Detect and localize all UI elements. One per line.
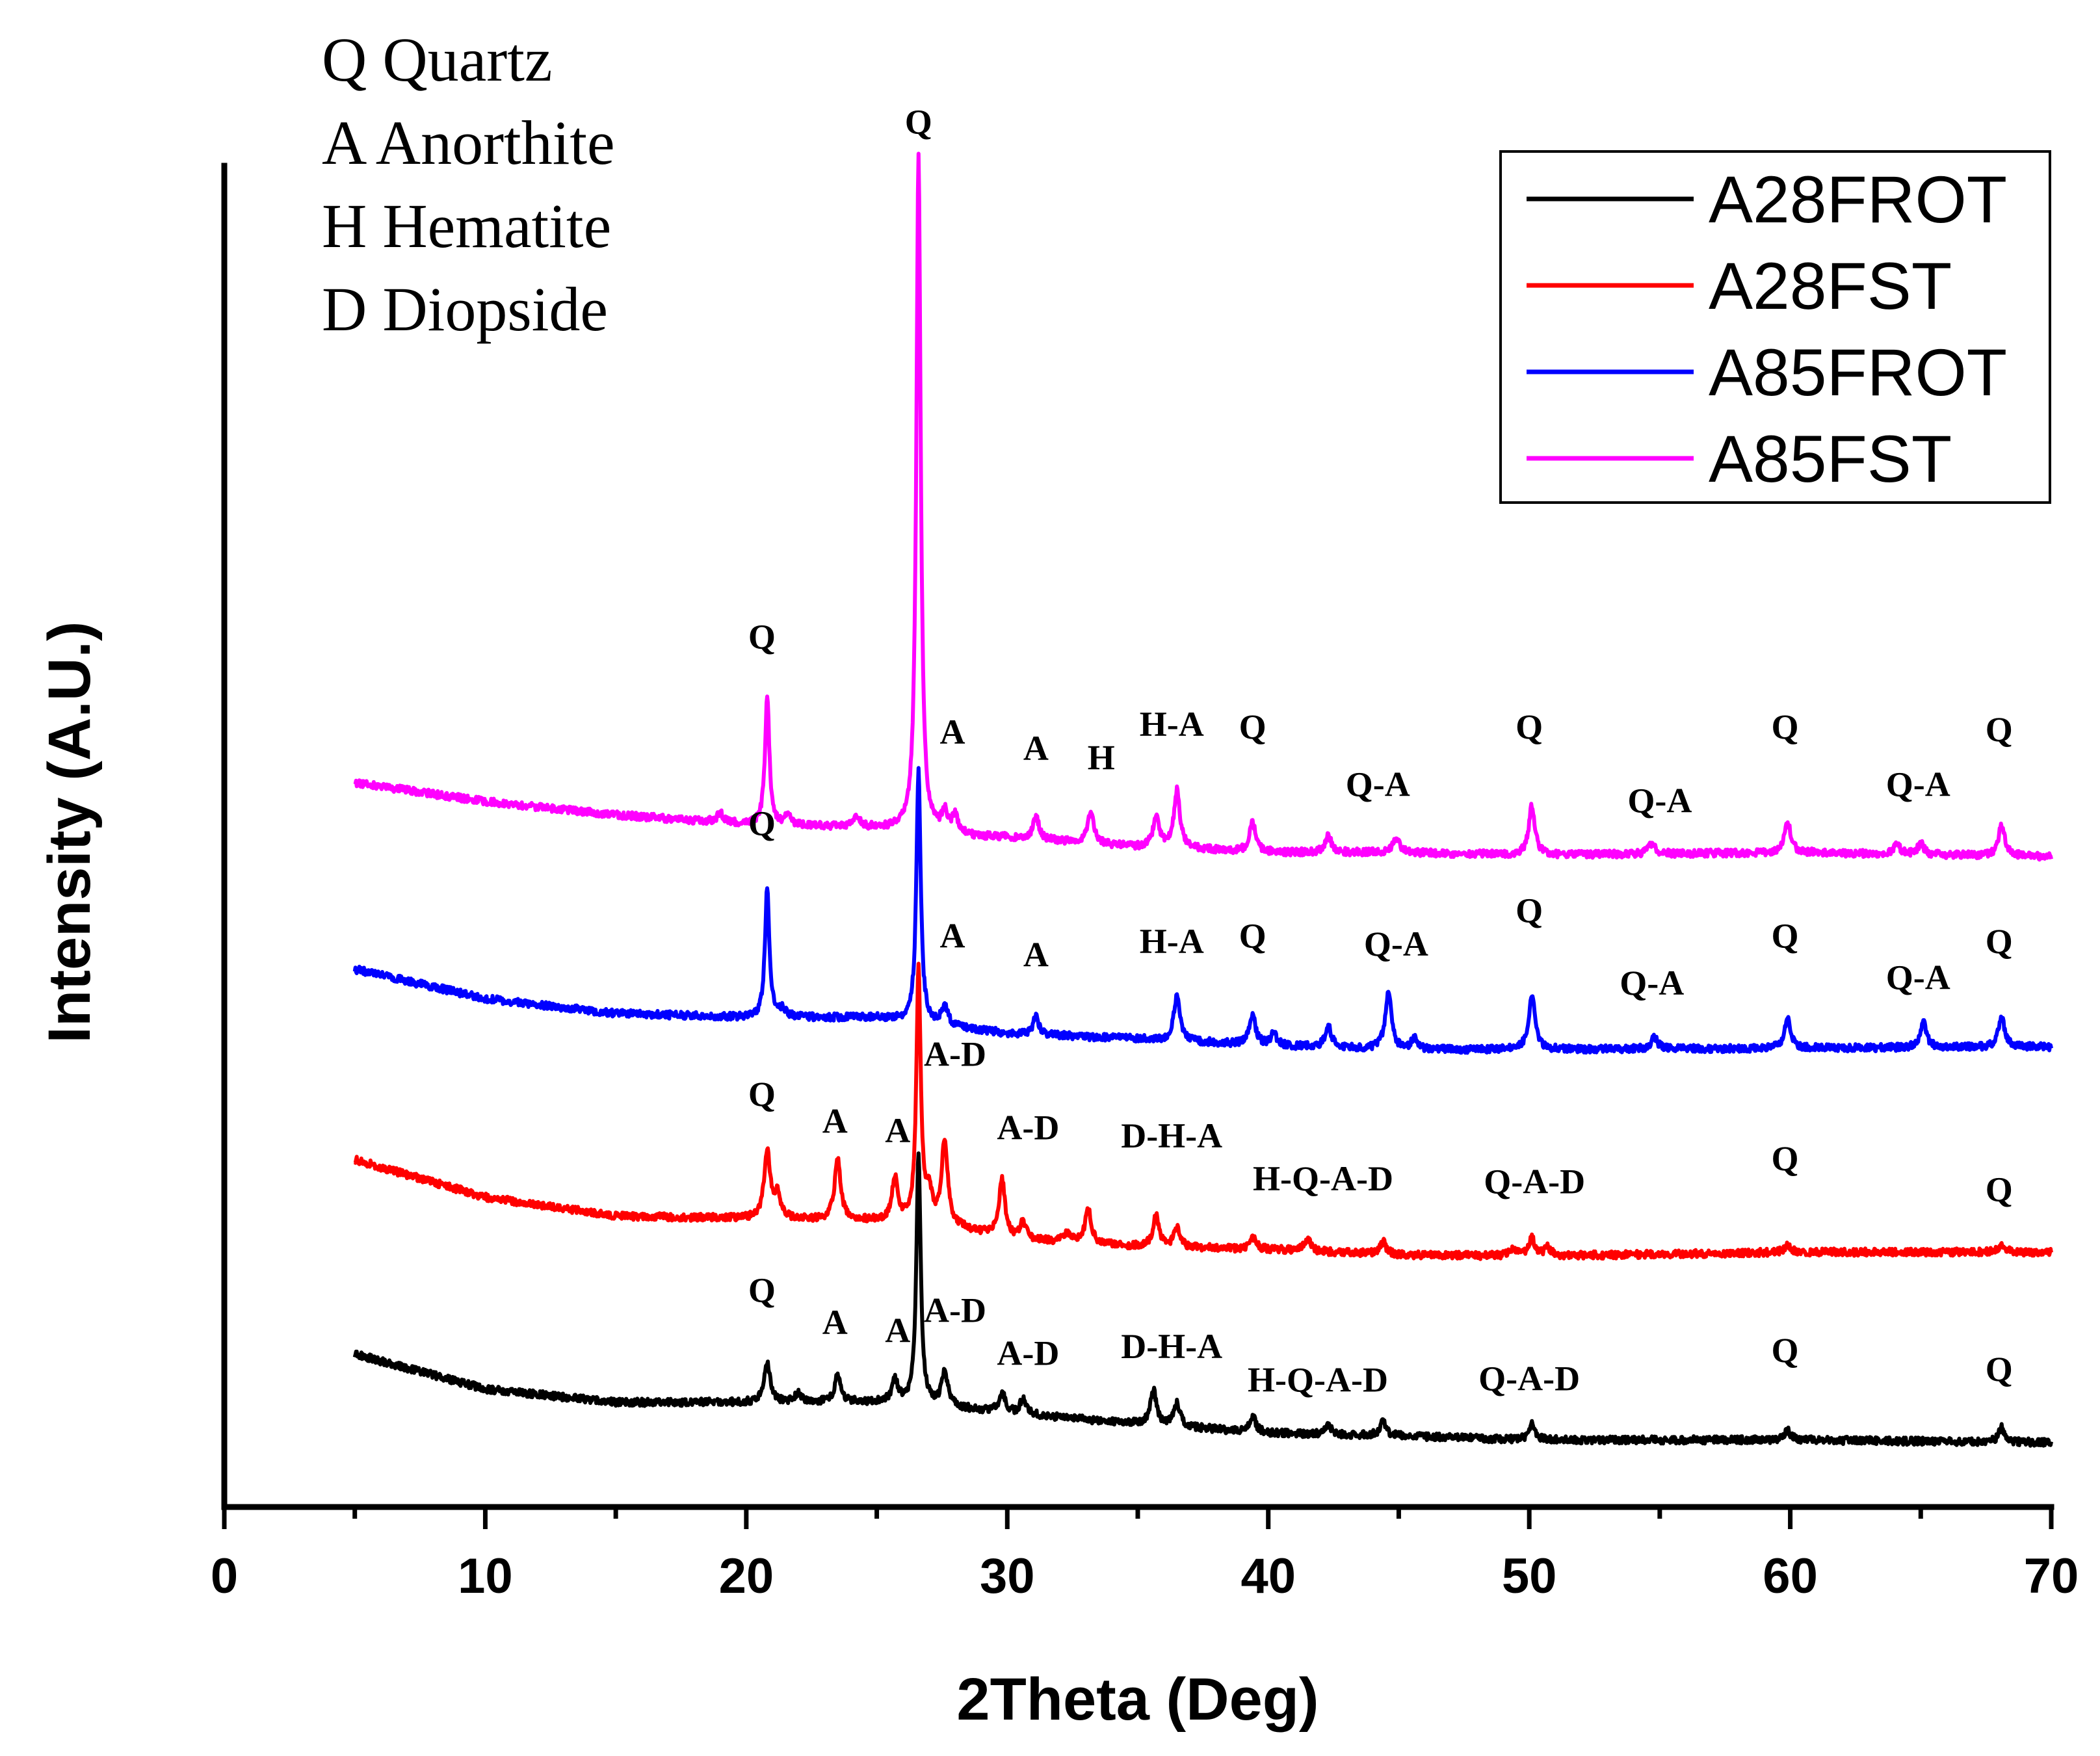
peak-label: A <box>885 1111 910 1150</box>
x-tick-label: 20 <box>719 1549 774 1604</box>
peak-label: Q <box>1986 1350 2013 1389</box>
peak-label: D-H-A <box>1121 1116 1222 1155</box>
peak-label: Q <box>748 618 776 657</box>
peak-label: Q <box>748 1270 776 1309</box>
peak-label: H <box>1088 738 1115 777</box>
peak-label: A-D <box>924 1034 986 1073</box>
peak-label: Q <box>1986 922 2013 961</box>
peak-label: A <box>885 1311 910 1350</box>
series-line-a28frot <box>352 1151 2053 1448</box>
peak-label: Q <box>1986 1170 2013 1209</box>
legend-box <box>1499 150 2051 504</box>
series-line-a85frot <box>352 766 2053 1055</box>
x-tick-label: 50 <box>1502 1549 1557 1604</box>
peak-label: Q-A <box>1886 958 1950 997</box>
y-axis-title: Intensity (A.U.) <box>36 621 103 1043</box>
peak-label: A <box>1023 729 1049 768</box>
peak-label: Q-A <box>1886 765 1950 804</box>
legend-label-a85fst: A85FST <box>1709 422 1952 496</box>
peak-label: A-D <box>997 1333 1059 1372</box>
legend-label-a28fst: A28FST <box>1709 249 1952 323</box>
peak-label: Q <box>1771 1139 1798 1178</box>
peak-label: A-D <box>924 1291 986 1330</box>
peak-label: Q <box>1986 710 2013 749</box>
phase-key-quartz: Q Quartz <box>322 25 553 94</box>
x-tick-label: 30 <box>980 1549 1035 1604</box>
peak-label: Q <box>1239 707 1267 746</box>
legend: A28FROT A28FST A85FROT A85FST <box>1499 150 2051 504</box>
series-layer <box>352 151 2053 1448</box>
peak-label: Q <box>1771 1331 1798 1370</box>
x-tick-label: 0 <box>211 1549 238 1604</box>
series-line-a28fst <box>353 962 2053 1261</box>
peak-label: Q-A-D <box>1484 1162 1585 1201</box>
x-tick-label: 70 <box>2024 1549 2079 1604</box>
peak-label: A <box>940 917 965 956</box>
phase-key-anorthite: A Anorthite <box>322 108 615 177</box>
axes: 0 10 20 30 40 50 60 70 2Theta (Deg) Intensity (A.… <box>36 163 2079 1733</box>
peak-label: A <box>822 1101 848 1140</box>
peak-label: H-A <box>1140 705 1204 744</box>
peak-label: Q-A-D <box>1478 1359 1580 1398</box>
peak-label: Q <box>1771 917 1798 956</box>
peak-label: A-D <box>997 1108 1059 1147</box>
peak-label-layer: QA AA-DA-D D-H-AH-Q-A-D Q-A-DQ QQA AA-DA-D D-H… <box>748 103 2013 1400</box>
peak-label: D-H-A <box>1121 1327 1222 1366</box>
peak-label: Q <box>748 804 776 843</box>
x-tick-label: 60 <box>1763 1549 1818 1604</box>
peak-label: Q-A <box>1364 924 1428 963</box>
phase-key: Q Quartz A Anorthite H Hematite D Diopsi… <box>322 18 615 351</box>
peak-label: H-Q-A-D <box>1253 1159 1393 1198</box>
peak-label: Q <box>748 1075 776 1114</box>
peak-label: A <box>940 713 965 752</box>
series-line-a85fst <box>353 151 2053 862</box>
x-tick-label: 10 <box>458 1549 513 1604</box>
peak-label: Q <box>1516 707 1543 746</box>
peak-label: H-A <box>1140 922 1204 961</box>
peak-label: Q <box>905 103 932 142</box>
peak-label: Q-A <box>1346 765 1410 804</box>
peak-label: A <box>1023 936 1049 975</box>
peak-label: A <box>822 1303 848 1342</box>
x-axis-title: 2Theta (Deg) <box>956 1666 1319 1733</box>
peak-label: Q-A <box>1627 781 1692 820</box>
phase-key-diopside: D Diopside <box>322 274 608 344</box>
peak-label: H-Q-A-D <box>1248 1361 1388 1400</box>
peak-label: Q-A <box>1620 963 1684 1002</box>
x-tick-label: 40 <box>1240 1549 1296 1604</box>
peak-label: Q <box>1239 917 1267 956</box>
legend-label-a85frot: A85FROT <box>1709 335 2007 410</box>
legend-label-a28frot: A28FROT <box>1709 163 2007 237</box>
peak-label: Q <box>1771 707 1798 746</box>
peak-label: Q <box>1516 891 1543 930</box>
phase-key-hematite: H Hematite <box>322 191 612 261</box>
